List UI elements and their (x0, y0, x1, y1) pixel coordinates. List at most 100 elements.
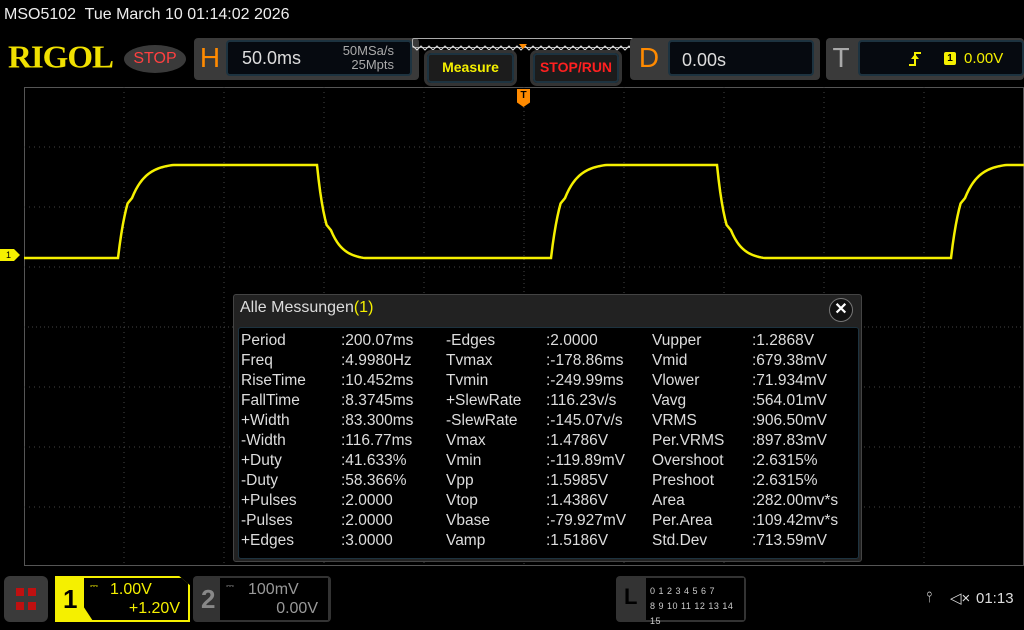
measurement-value: :2.0000 (341, 512, 393, 529)
logic-channels-row-2: 8 9 10 11 12 13 14 15 (650, 601, 734, 626)
delay-panel[interactable]: D 0.00s (630, 38, 820, 80)
measurement-label: Vmax (446, 432, 486, 449)
system-time: 01:13 (976, 590, 1014, 607)
measurement-value: :3.0000 (341, 532, 393, 549)
measurement-label: Vpp (446, 472, 474, 489)
memory-depth: 25Mpts (351, 57, 394, 72)
datetime: Tue March 10 01:14:02 2026 (84, 6, 290, 23)
measurement-label: +Duty (241, 452, 282, 469)
channel-1-number: 1 (63, 584, 78, 614)
rigol-logo: RIGOL (8, 40, 114, 76)
channel-2-scale: 100mV (248, 581, 299, 598)
channel-1-scale: 1.00V (110, 581, 152, 598)
channel-1-panel[interactable]: 1 ⎓ 1.00V +1.20V (55, 576, 190, 622)
rising-edge-icon (909, 52, 921, 66)
measurement-value: :2.0000 (546, 332, 598, 349)
acquisition-info: 50MSa/s 25Mpts (343, 44, 394, 72)
measurement-label: RiseTime (241, 372, 306, 389)
delay-label: D (638, 42, 660, 73)
measurement-label: Vbase (446, 512, 490, 529)
measurement-label: +Pulses (241, 492, 297, 509)
horizontal-settings[interactable]: 50.0ms 50MSa/s 25Mpts (226, 40, 412, 76)
measurement-label: Vmin (446, 452, 482, 469)
stop-run-button[interactable]: STOP/RUN (530, 50, 622, 86)
timeline-overview (412, 38, 634, 51)
measurement-value: :-145.07v/s (546, 412, 623, 429)
logic-analyzer-panel[interactable]: L 0 1 2 3 4 5 6 7 8 9 10 11 12 13 14 15 (616, 576, 746, 626)
dc-coupling-icon: ⎓ (226, 581, 234, 592)
measurement-value: :58.366% (341, 472, 407, 489)
timebase: 50.0ms (242, 48, 302, 68)
measurement-label: -Duty (241, 472, 279, 489)
measurement-value: :8.3745ms (341, 392, 414, 409)
close-button[interactable]: ✕ (829, 298, 853, 322)
channel-2-number: 2 (201, 584, 216, 614)
measurement-value: :2.0000 (341, 492, 393, 509)
status-title: MSO5102 Tue March 10 01:14:02 2026 (4, 6, 290, 24)
measurement-value: :1.4386V (546, 492, 609, 509)
measurement-label: VRMS (652, 412, 697, 429)
dialog-title: Alle Messungen(1) (240, 299, 373, 317)
measurements-dialog: Alle Messungen(1) ✕ Period:200.07ms -Edge… (233, 294, 862, 562)
trigger-label: T (832, 42, 850, 73)
measurement-value: :1.4786V (546, 432, 609, 449)
menu-icon (16, 588, 24, 596)
measurement-value: :713.59mV (752, 532, 827, 549)
timeline-trigger-marker (519, 44, 527, 49)
channel-2-settings: ⎓ 100mV 0.00V (220, 578, 328, 620)
measurement-label: Per.VRMS (652, 432, 725, 449)
run-state-badge[interactable]: STOP (124, 45, 186, 73)
ch1-offset-marker[interactable]: 1 (0, 249, 20, 261)
measure-button[interactable]: Measure (424, 50, 517, 86)
measurement-label: -Width (241, 432, 286, 449)
measurement-value: :4.9980Hz (341, 352, 412, 369)
measurement-label: +Width (241, 412, 290, 429)
horizontal-panel[interactable]: H 50.0ms 50MSa/s 25Mpts (194, 38, 419, 80)
measurement-value: :1.5186V (546, 532, 609, 549)
measurement-label: Vavg (652, 392, 687, 409)
delay-value[interactable]: 0.00s (668, 40, 814, 76)
measurement-value: :41.633% (341, 452, 407, 469)
measurement-value: :679.38mV (752, 352, 827, 369)
measurement-value: :897.83mV (752, 432, 827, 449)
dc-coupling-icon: ⎓ (90, 581, 98, 592)
sample-rate: 50MSa/s (342, 43, 394, 58)
measurement-label: Vtop (446, 492, 478, 509)
measurement-label: +Edges (241, 532, 295, 549)
main-menu-button[interactable] (4, 576, 48, 622)
measurement-label: Vamp (446, 532, 486, 549)
timeline-waveform (412, 44, 634, 51)
usb-icon: ⫯ (926, 589, 933, 606)
measurement-label: +SlewRate (446, 392, 522, 409)
measurement-label: Per.Area (652, 512, 713, 529)
measurement-label: Std.Dev (652, 532, 708, 549)
channel-2-offset: 0.00V (276, 600, 318, 617)
measurement-value: :71.934mV (752, 372, 827, 389)
measurement-value: :282.00mv*s (752, 492, 839, 509)
measurement-label: FallTime (241, 392, 300, 409)
measurement-value: :83.300ms (341, 412, 414, 429)
measurement-value: :-178.86ms (546, 352, 624, 369)
speaker-muted-icon[interactable]: ◁× (950, 590, 971, 607)
dialog-channel: (1) (353, 299, 374, 316)
measurement-label: Vlower (652, 372, 700, 389)
measurement-value: :116.77ms (341, 432, 413, 449)
measurement-value: :-249.99ms (546, 372, 624, 389)
measurement-value: :10.452ms (341, 372, 414, 389)
measurement-value: :-79.927mV (546, 512, 627, 529)
trigger-position-marker[interactable]: T (517, 89, 530, 107)
measurement-label: Tvmin (446, 372, 489, 389)
measurement-label: -Edges (446, 332, 496, 349)
logic-label: L (624, 584, 638, 609)
measurement-value: :1.5985V (546, 472, 609, 489)
dialog-title-text: Alle Messungen (240, 299, 354, 316)
measurement-value: :1.2868V (752, 332, 815, 349)
measurements-table: Period:200.07ms -Edges:2.0000 Vupper:1.286… (238, 327, 859, 559)
channel-2-panel[interactable]: 2 ⎓ 100mV 0.00V (193, 576, 331, 622)
measurement-label: -SlewRate (446, 412, 518, 429)
trigger-settings[interactable]: 1 0.00V A (858, 40, 1024, 76)
trigger-panel[interactable]: T 1 0.00V A (826, 38, 1024, 80)
measurement-value: :116.23v/s (546, 392, 617, 409)
channel-1-waveform (24, 163, 1024, 260)
measurement-value: :906.50mV (752, 412, 827, 429)
